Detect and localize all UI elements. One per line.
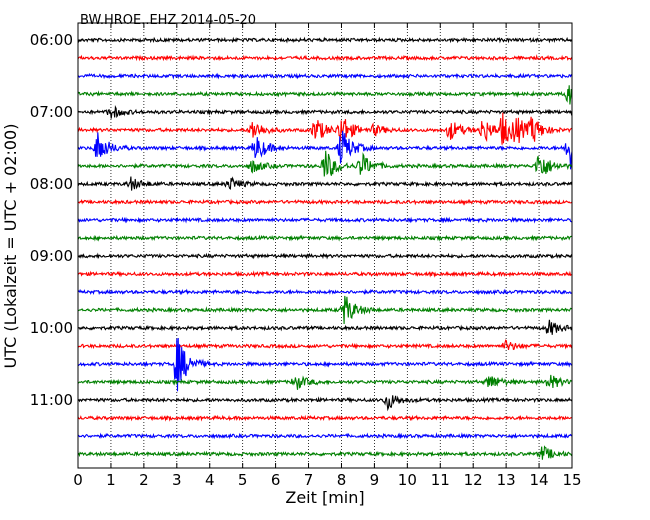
seismogram-traces bbox=[77, 36, 573, 460]
trace-line bbox=[77, 112, 573, 145]
trace-line bbox=[77, 150, 573, 177]
trace-line bbox=[77, 234, 573, 242]
trace-line bbox=[77, 85, 573, 105]
x-tick-label: 13 bbox=[497, 471, 516, 489]
trace-line bbox=[77, 104, 573, 119]
x-tick-label: 6 bbox=[271, 471, 281, 489]
x-tick-label: 0 bbox=[73, 471, 83, 489]
y-tick-label: 09:00 bbox=[30, 247, 73, 265]
chart-title: BW.HROE..EHZ 2014-05-20 bbox=[80, 13, 256, 28]
y-axis-label: UTC (Lokalzeit = UTC + 02:00) bbox=[1, 124, 20, 369]
trace-line bbox=[77, 54, 573, 62]
trace-line bbox=[77, 414, 573, 422]
y-tick-label: 06:00 bbox=[30, 31, 73, 49]
trace-line bbox=[77, 337, 573, 392]
y-tick-label: 10:00 bbox=[30, 319, 73, 337]
trace-line bbox=[77, 216, 573, 224]
trace-line bbox=[77, 445, 573, 460]
x-tick-label: 9 bbox=[370, 471, 380, 489]
trace-line bbox=[77, 395, 573, 412]
x-tick-label: 4 bbox=[205, 471, 215, 489]
x-tick-label: 15 bbox=[562, 471, 581, 489]
x-tick-label: 14 bbox=[530, 471, 549, 489]
x-tick-label: 5 bbox=[238, 471, 248, 489]
x-tick-label: 2 bbox=[139, 471, 149, 489]
y-tick-label: 07:00 bbox=[30, 103, 73, 121]
x-tick-label: 8 bbox=[337, 471, 347, 489]
x-tick-label: 12 bbox=[464, 471, 483, 489]
trace-line bbox=[77, 339, 573, 351]
trace-line bbox=[77, 270, 573, 278]
trace-line bbox=[77, 36, 573, 44]
trace-line bbox=[77, 432, 573, 440]
x-tick-label: 10 bbox=[398, 471, 417, 489]
vertical-gridlines bbox=[110, 23, 540, 468]
x-axis-label: Zeit [min] bbox=[285, 488, 364, 507]
x-tick-label: 3 bbox=[172, 471, 182, 489]
x-tick-label: 1 bbox=[106, 471, 116, 489]
trace-line bbox=[77, 319, 573, 335]
trace-line bbox=[77, 130, 573, 170]
trace-line bbox=[77, 198, 573, 206]
x-axis-ticks: 0 1 2 3 4 5 6 7 8 9 10 11 12 13 14 15 bbox=[73, 23, 582, 489]
trace-line bbox=[77, 176, 573, 191]
trace-line bbox=[77, 374, 573, 390]
trace-line bbox=[77, 295, 573, 325]
plot-frame bbox=[77, 22, 573, 469]
y-axis-ticks: 06:00 07:00 08:00 09:00 10:00 11:00 bbox=[30, 31, 572, 409]
y-tick-label: 11:00 bbox=[30, 391, 73, 409]
x-tick-label: 7 bbox=[304, 471, 314, 489]
y-tick-label: 08:00 bbox=[30, 175, 73, 193]
trace-line bbox=[77, 72, 573, 80]
x-tick-label: 11 bbox=[431, 471, 450, 489]
trace-line bbox=[77, 288, 573, 296]
trace-line bbox=[77, 252, 573, 260]
